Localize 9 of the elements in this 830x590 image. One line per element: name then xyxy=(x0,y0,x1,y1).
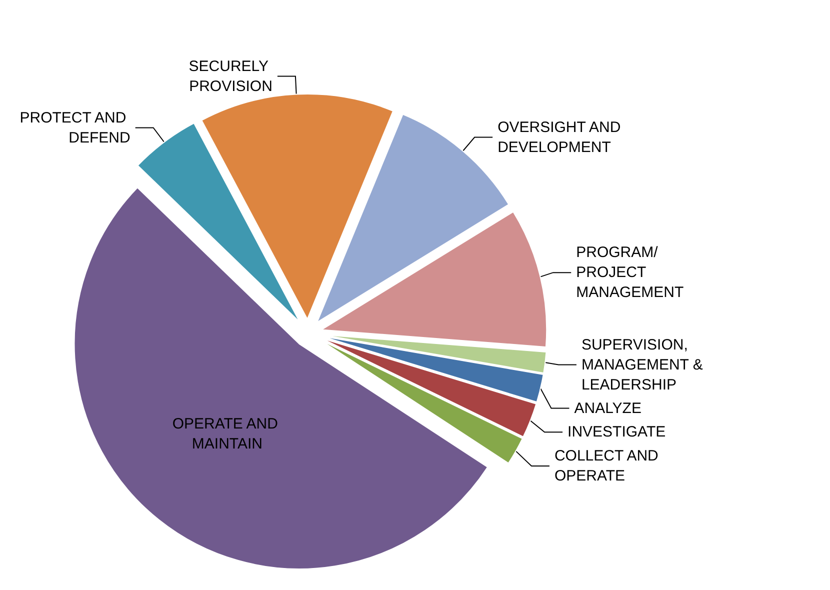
slice-label: COLLECT AND OPERATE xyxy=(554,447,663,484)
slice-label: OPERATE AND MAINTAIN xyxy=(172,416,282,453)
slice-label: PROGRAM/PROJECT MANAGEMENT xyxy=(576,244,684,302)
slice-label: SECURELY PROVISION xyxy=(188,58,272,95)
slice-label: ANALYZE xyxy=(574,400,642,417)
slice-label: INVESTIGATE xyxy=(568,424,666,441)
slice-label: SUPERVISION, MANAGEMENT & LEADERSHIP xyxy=(581,336,708,394)
slice-label: OVERSIGHT AND DEVELOPMENT xyxy=(498,118,625,156)
slice-label: PROTECT AND DEFEND xyxy=(20,109,130,146)
